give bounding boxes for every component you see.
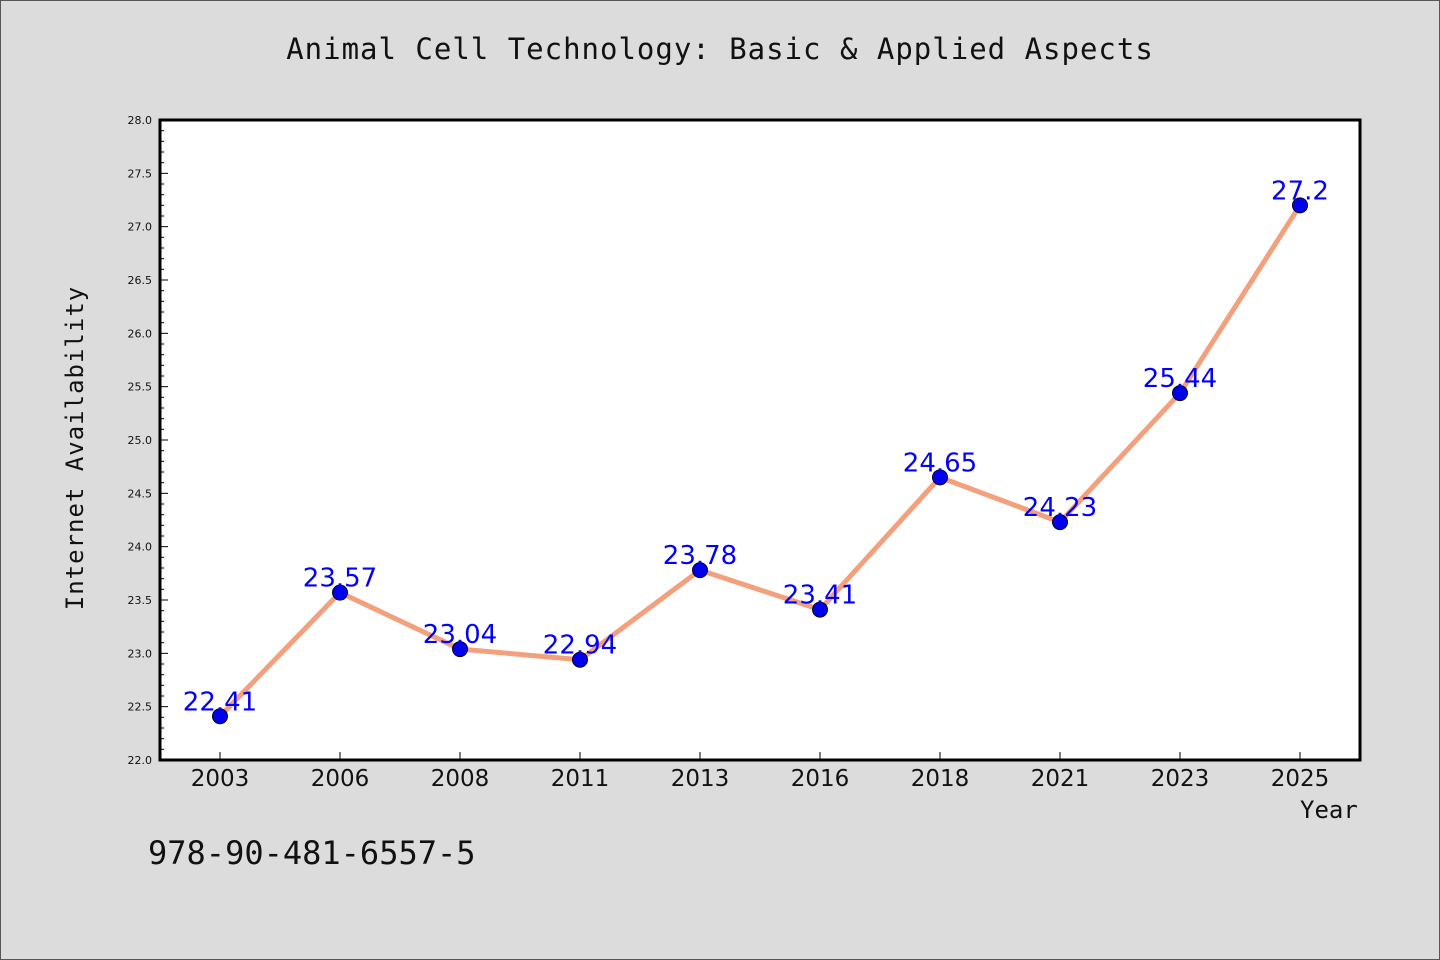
x-tick-label: 2011 <box>551 766 610 792</box>
y-tick-label: 23.0 <box>128 647 153 660</box>
data-point <box>572 651 588 668</box>
data-label: 24.65 <box>903 448 977 478</box>
y-tick-label: 22.0 <box>128 754 153 767</box>
data-point <box>1172 385 1188 402</box>
data-point <box>452 641 468 658</box>
data-label: 25.44 <box>1143 364 1217 394</box>
y-tick-label: 25.0 <box>128 434 153 447</box>
x-tick-label: 2018 <box>911 766 970 792</box>
y-tick-label: 23.5 <box>128 594 153 607</box>
y-tick-label: 24.0 <box>128 541 153 554</box>
data-label: 23.78 <box>663 541 737 571</box>
chart-title: Animal Cell Technology: Basic & Applied … <box>286 32 1154 66</box>
data-point <box>1292 197 1308 214</box>
data-label: 23.57 <box>303 564 377 594</box>
isbn-text: 978-90-481-6557-5 <box>148 834 476 872</box>
data-label: 23.04 <box>423 620 497 650</box>
data-label: 22.41 <box>183 687 257 717</box>
y-tick-label: 25.5 <box>128 381 153 394</box>
data-label: 22.94 <box>543 631 617 661</box>
data-point <box>1052 514 1068 531</box>
y-tick-label: 26.0 <box>128 327 153 340</box>
y-tick-label: 26.5 <box>128 274 153 287</box>
y-tick-label: 22.5 <box>128 701 153 714</box>
data-label: 27.2 <box>1271 176 1329 206</box>
data-point <box>692 562 708 579</box>
y-tick-label: 28.0 <box>128 114 153 127</box>
plot-area <box>158 118 1362 762</box>
x-tick-label: 2008 <box>431 766 490 792</box>
data-point <box>332 584 348 601</box>
x-tick-label: 2023 <box>1151 766 1210 792</box>
x-tick-label: 2025 <box>1271 766 1330 792</box>
series-line <box>217 202 1303 719</box>
y-tick-label: 27.5 <box>128 167 153 180</box>
data-label: 23.41 <box>783 581 857 611</box>
x-tick-label: 2016 <box>791 766 850 792</box>
x-tick-label: 2006 <box>311 766 370 792</box>
x-tick-label: 2013 <box>671 766 730 792</box>
y-tick-label: 27.0 <box>128 221 153 234</box>
data-point <box>812 601 828 618</box>
data-point <box>212 708 228 725</box>
y-tick-label: 24.5 <box>128 487 153 500</box>
x-tick-label: 2003 <box>191 766 250 792</box>
data-label: 24.23 <box>1023 493 1097 523</box>
x-axis-label: Year <box>1300 796 1358 824</box>
data-point <box>932 469 948 486</box>
x-tick-label: 2021 <box>1031 766 1090 792</box>
